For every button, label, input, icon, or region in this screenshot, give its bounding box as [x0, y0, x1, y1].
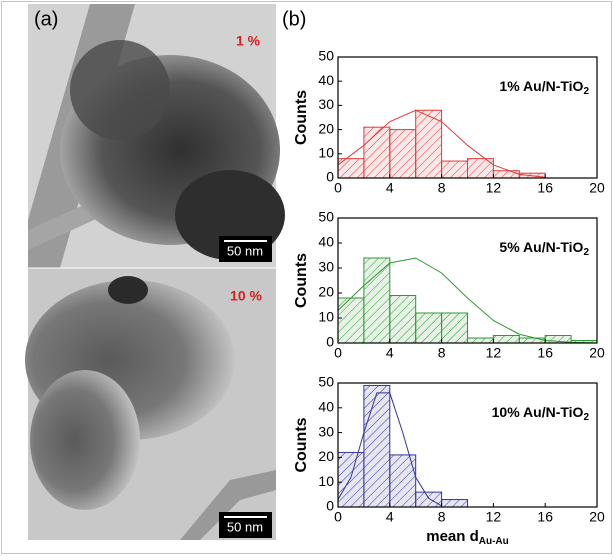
- fit-curve: [337, 109, 546, 178]
- scale-label: 50 nm: [227, 243, 263, 258]
- bar: [492, 335, 520, 344]
- bar: [441, 499, 469, 508]
- chart-title-main: 5% Au/N-TiO: [499, 239, 583, 255]
- chart-title-sub: 2: [583, 247, 589, 258]
- plot-frame: [337, 382, 598, 508]
- y-tick-label: 20: [318, 120, 334, 136]
- bar: [467, 337, 494, 344]
- fit-curve: [337, 257, 598, 344]
- y-axis-label: Counts: [293, 90, 310, 145]
- x-axis-label: mean dAu-Au: [426, 528, 509, 547]
- y-tick-label: 20: [318, 448, 334, 464]
- x-tick-label: 20: [589, 180, 605, 196]
- chart-title: 10% Au/N-TiO2: [492, 404, 590, 423]
- y-tick-label: 50: [318, 209, 334, 225]
- scale-bar: 50 nm: [219, 236, 272, 262]
- bar: [363, 126, 391, 179]
- y-tick-label: 50: [318, 48, 334, 64]
- bar: [441, 160, 469, 179]
- tem-image: [25, 268, 276, 540]
- x-tick-label: 16: [537, 180, 553, 196]
- x-axis-label-sub: Au-Au: [479, 536, 509, 547]
- plot-frame: [337, 56, 598, 179]
- x-tick-label: 12: [486, 180, 502, 196]
- image-label: 1 %: [236, 33, 261, 49]
- image-label: 10 %: [230, 288, 262, 304]
- scale-bar: 50 nm: [219, 512, 272, 538]
- bar: [337, 297, 365, 344]
- y-tick-label: 30: [318, 259, 334, 275]
- y-tick-label: 10: [318, 145, 334, 161]
- chart-title: 5% Au/N-TiO2: [499, 239, 589, 258]
- x-tick-label: 20: [589, 509, 605, 525]
- bar: [389, 129, 417, 179]
- y-tick-label: 40: [318, 72, 334, 88]
- y-tick-label: 0: [326, 498, 334, 514]
- chart-title-sub: 2: [583, 412, 589, 423]
- bar: [415, 491, 443, 508]
- x-tick-label: 16: [537, 345, 553, 361]
- y-tick-label: 0: [326, 169, 334, 185]
- x-tick-label: 8: [438, 180, 446, 196]
- chart-title-main: 1% Au/N-TiO: [499, 78, 583, 94]
- x-tick-label: 20: [589, 345, 605, 361]
- panel-label: (b): [282, 8, 306, 30]
- y-axis-label: Counts: [293, 253, 310, 308]
- bar: [415, 109, 443, 179]
- x-tick-label: 4: [386, 180, 394, 196]
- scale-label: 50 nm: [227, 519, 263, 534]
- y-tick-label: 10: [318, 473, 334, 489]
- y-tick-label: 50: [318, 374, 334, 390]
- bar: [492, 170, 520, 179]
- x-tick-label: 4: [386, 509, 394, 525]
- x-tick-label: 8: [438, 345, 446, 361]
- x-tick-label: 12: [486, 509, 502, 525]
- chart-title-main: 10% Au/N-TiO: [492, 404, 584, 420]
- y-tick-label: 30: [318, 96, 334, 112]
- x-tick-label: 12: [486, 345, 502, 361]
- panel-label: (a): [34, 8, 58, 30]
- fit-curve: [337, 392, 442, 507]
- bar: [441, 312, 469, 344]
- x-tick-label: 0: [334, 509, 342, 525]
- y-tick-label: 10: [318, 309, 334, 325]
- y-tick-label: 40: [318, 234, 334, 250]
- x-axis-label-main: mean d: [426, 528, 479, 545]
- x-tick-label: 0: [334, 345, 342, 361]
- plot-frame: [337, 217, 598, 344]
- x-tick-label: 8: [438, 509, 446, 525]
- y-tick-label: 0: [326, 334, 334, 350]
- bar: [337, 451, 365, 508]
- bar: [363, 384, 391, 508]
- y-tick-label: 20: [318, 284, 334, 300]
- x-tick-label: 0: [334, 180, 342, 196]
- y-axis-label: Counts: [293, 417, 310, 472]
- x-tick-label: 16: [537, 509, 553, 525]
- y-tick-label: 40: [318, 399, 334, 415]
- y-tick-label: 30: [318, 423, 334, 439]
- bar: [363, 257, 391, 344]
- bar: [415, 312, 443, 344]
- bar: [518, 337, 546, 344]
- chart-title: 1% Au/N-TiO2: [499, 78, 589, 97]
- x-tick-label: 4: [386, 345, 394, 361]
- bar: [389, 295, 417, 344]
- chart-title-sub: 2: [583, 86, 589, 97]
